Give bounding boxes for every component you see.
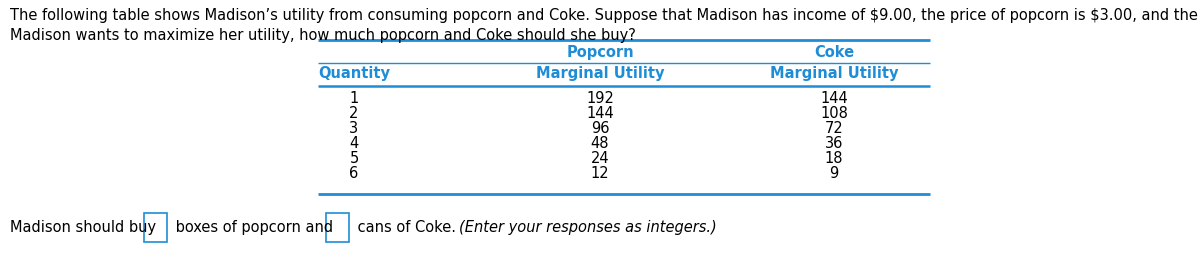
Text: Popcorn: Popcorn xyxy=(566,45,634,60)
Text: 144: 144 xyxy=(820,91,848,106)
Text: 96: 96 xyxy=(590,121,610,136)
Text: 2: 2 xyxy=(349,106,359,121)
Text: 3: 3 xyxy=(349,121,359,136)
Text: 5: 5 xyxy=(349,151,359,166)
Text: 48: 48 xyxy=(590,136,610,151)
Text: cans of Coke.: cans of Coke. xyxy=(353,220,461,235)
Text: 12: 12 xyxy=(590,166,610,181)
Text: The following table shows Madison’s utility from consuming popcorn and Coke. Sup: The following table shows Madison’s util… xyxy=(10,8,1200,43)
Text: 4: 4 xyxy=(349,136,359,151)
Text: 1: 1 xyxy=(349,91,359,106)
Text: 18: 18 xyxy=(824,151,844,166)
Text: Marginal Utility: Marginal Utility xyxy=(769,66,899,81)
Text: 108: 108 xyxy=(820,106,848,121)
Text: 36: 36 xyxy=(824,136,844,151)
Text: 144: 144 xyxy=(586,106,614,121)
Text: (Enter your responses as integers.): (Enter your responses as integers.) xyxy=(458,220,716,235)
Text: 24: 24 xyxy=(590,151,610,166)
Text: Marginal Utility: Marginal Utility xyxy=(535,66,665,81)
Text: boxes of popcorn and: boxes of popcorn and xyxy=(170,220,337,235)
Text: Quantity: Quantity xyxy=(318,66,390,81)
Text: Madison should buy: Madison should buy xyxy=(10,220,161,235)
Text: 72: 72 xyxy=(824,121,844,136)
Text: 9: 9 xyxy=(829,166,839,181)
Text: 192: 192 xyxy=(586,91,614,106)
Text: Coke: Coke xyxy=(814,45,854,60)
Text: 6: 6 xyxy=(349,166,359,181)
